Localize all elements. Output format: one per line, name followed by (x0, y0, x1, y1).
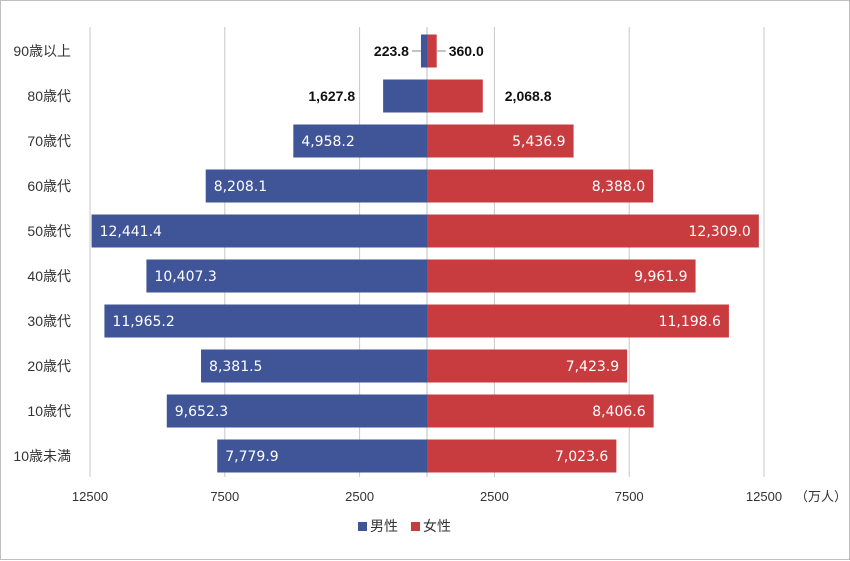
category-label: 10歳代 (27, 403, 71, 419)
bar-male (383, 79, 427, 113)
bar-female (427, 439, 617, 473)
data-label-male: 7,779.9 (225, 449, 278, 465)
category-label: 90歳以上 (13, 43, 71, 59)
unit-label: （万人） (795, 489, 847, 504)
data-label-male: 11,965.2 (112, 314, 174, 330)
bar-male (205, 169, 427, 203)
data-label-female: 12,309.0 (689, 224, 751, 240)
bar-male (201, 349, 427, 383)
bar-female (427, 304, 729, 338)
legend-label-male: 男性 (370, 518, 398, 534)
category-label: 30歳代 (27, 313, 71, 329)
category-label: 60歳代 (27, 178, 71, 194)
bar-female (427, 124, 574, 158)
bar-female (427, 34, 437, 68)
x-tick-label: 2500 (345, 489, 374, 504)
x-tick-label: 12500 (72, 489, 108, 504)
legend-label-female: 女性 (423, 518, 451, 534)
data-label-male: 8,381.5 (209, 359, 262, 375)
data-label-male: 12,441.4 (100, 224, 162, 240)
bar-female (427, 79, 483, 113)
x-tick-label: 12500 (746, 489, 782, 504)
data-label-female: 360.0 (449, 43, 484, 59)
data-label-female: 2,068.8 (505, 88, 552, 104)
bar-female (427, 169, 654, 203)
data-label-male: 223.8 (374, 43, 409, 59)
category-label: 10歳未満 (13, 448, 71, 464)
legend-swatch-female (411, 522, 420, 531)
legend-swatch-male (358, 522, 367, 531)
category-label: 20歳代 (27, 358, 71, 374)
bar-male (146, 259, 427, 293)
bar-male (217, 439, 427, 473)
bar-female (427, 259, 696, 293)
data-label-male: 4,958.2 (301, 134, 354, 150)
data-label-female: 9,961.9 (634, 269, 687, 285)
bar-male (91, 214, 427, 248)
bar-male (104, 304, 427, 338)
data-label-male: 8,208.1 (214, 179, 267, 195)
category-label: 70歳代 (27, 133, 71, 149)
data-label-female: 7,023.6 (555, 449, 609, 465)
data-label-female: 8,406.6 (592, 404, 646, 420)
data-label-female: 11,198.6 (659, 314, 721, 330)
data-label-female: 5,436.9 (512, 134, 565, 150)
category-label: 80歳代 (27, 88, 71, 104)
x-tick-label: 7500 (615, 489, 644, 504)
data-label-male: 9,652.3 (175, 404, 228, 420)
bar-male (420, 34, 427, 68)
bar-female (427, 349, 628, 383)
bar-male (166, 394, 427, 428)
data-label-male: 10,407.3 (154, 269, 216, 285)
data-label-male: 1,627.8 (308, 88, 355, 104)
x-tick-label: 7500 (210, 489, 239, 504)
bar-male (293, 124, 427, 158)
category-label: 50歳代 (27, 223, 71, 239)
category-label: 40歳代 (27, 268, 71, 284)
bar-female (427, 214, 759, 248)
data-label-female: 8,388.0 (592, 179, 645, 195)
data-label-female: 7,423.9 (566, 359, 619, 375)
bar-female (427, 394, 654, 428)
x-tick-label: 2500 (480, 489, 509, 504)
